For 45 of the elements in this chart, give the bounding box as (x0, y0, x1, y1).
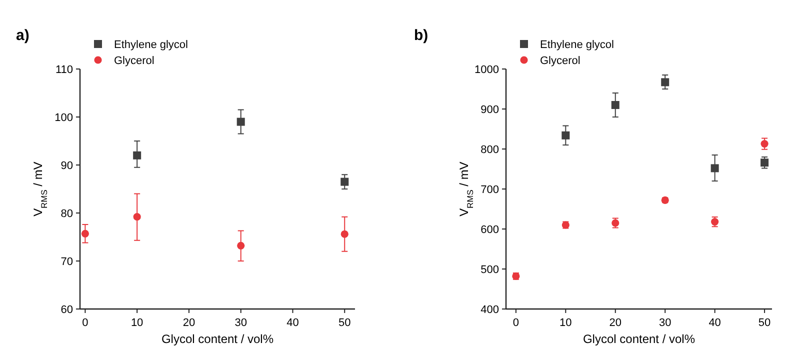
point (133, 151, 142, 160)
x-axis-title: Glycol content / vol% (161, 332, 274, 346)
y-tick-label: 600 (480, 224, 499, 236)
chart-title: a) (16, 27, 30, 44)
y-tick-label: 700 (480, 184, 499, 196)
legend-label: Glycerol (540, 55, 580, 67)
point (133, 213, 141, 221)
x-tick-label: 20 (182, 317, 196, 329)
x-tick-label: 30 (658, 317, 672, 329)
x-tick-label: 50 (758, 317, 771, 329)
legend-label: Glycerol (114, 55, 154, 67)
y-tick-label: 90 (60, 160, 73, 172)
x-tick-label: 50 (338, 317, 351, 329)
point (611, 101, 620, 109)
x-tick-label: 10 (130, 317, 144, 329)
x-tick-label: 40 (708, 317, 721, 329)
y-tick-label: 110 (55, 64, 73, 76)
y-tick-label: 800 (480, 144, 499, 156)
point (236, 118, 245, 126)
x-tick-label: 0 (512, 317, 520, 329)
y-tick-label: 400 (480, 304, 499, 316)
y-tick-label: 100 (54, 112, 73, 124)
point (562, 131, 570, 140)
x-axis-title: Glycol content / vol% (582, 332, 696, 346)
x-tick-label: 10 (560, 317, 572, 329)
point (340, 230, 348, 238)
point (710, 164, 719, 172)
x-tick-label: 0 (82, 317, 88, 329)
x-tick-label: 20 (609, 317, 622, 329)
legend-label: Ethylene glycol (114, 39, 188, 51)
point (340, 178, 349, 186)
x-tick-label: 40 (286, 317, 299, 329)
y-tick-label: 1000 (474, 64, 499, 76)
y-tick-label: 500 (480, 264, 499, 276)
x-tick-label: 30 (234, 317, 247, 329)
point (760, 140, 768, 148)
y-tick-label: 80 (60, 208, 73, 220)
legend-label: Ethylene glycol (540, 39, 614, 51)
point (81, 230, 89, 238)
point (661, 78, 670, 86)
y-tick-label: 900 (480, 104, 499, 116)
point (237, 242, 245, 250)
y-tick-label: 60 (60, 304, 73, 316)
chart-title: b) (414, 27, 428, 44)
y-tick-label: 70 (60, 256, 73, 268)
